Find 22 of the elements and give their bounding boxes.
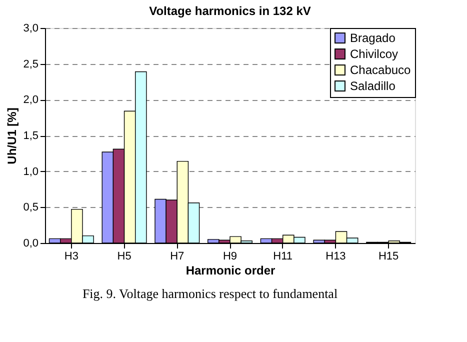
y-tick-label: 0,0 [23, 238, 38, 250]
chart-title: Voltage harmonics in 132 kV [149, 4, 311, 18]
y-tick-label: 0,5 [23, 202, 38, 214]
y-tick-label: 2,5 [23, 58, 38, 70]
y-axis-title: Uh/U1 [%] [5, 108, 20, 164]
x-tick-label: H13 [326, 250, 346, 262]
x-tick-label: H7 [170, 250, 184, 262]
legend-label: Chacabuco [350, 63, 412, 77]
x-tick-label: H3 [64, 250, 78, 262]
y-tick-label: 3,0 [23, 22, 38, 34]
x-tick-label: H9 [222, 250, 238, 262]
legend-label: Saladillo [350, 79, 396, 93]
x-tick-label: H11 [273, 250, 293, 262]
x-axis-title: Harmonic order [186, 264, 276, 278]
caption: Fig. 9. Voltage harmonics respect to fundamental [82, 286, 338, 301]
y-tick-label: 1,0 [23, 166, 38, 178]
x-tick-label: H15 [378, 250, 399, 262]
x-tick-label: H5 [117, 250, 132, 262]
y-tick-label: 1,5 [23, 130, 38, 142]
legend-label: Bragado [350, 31, 396, 45]
y-tick-label: 2,0 [23, 94, 38, 106]
legend-label: Chivilcoy [350, 47, 398, 61]
